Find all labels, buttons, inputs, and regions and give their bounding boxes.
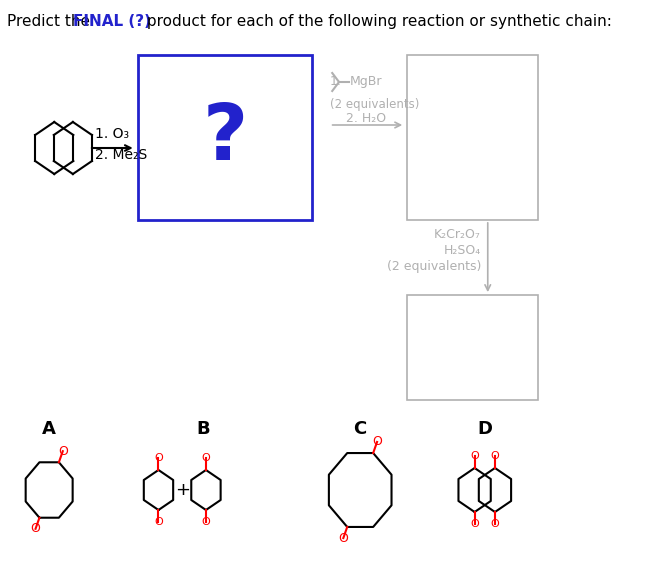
Text: O: O bbox=[470, 519, 479, 529]
Text: 1.: 1. bbox=[330, 75, 342, 88]
Text: O: O bbox=[470, 451, 479, 461]
Text: O: O bbox=[372, 436, 382, 448]
Text: A: A bbox=[42, 420, 56, 438]
Bar bbox=[407, 295, 538, 400]
Bar bbox=[407, 55, 538, 220]
Text: 1. O₃: 1. O₃ bbox=[95, 127, 129, 141]
Text: O: O bbox=[338, 531, 348, 545]
Text: O: O bbox=[154, 453, 163, 463]
Text: 2. H₂O: 2. H₂O bbox=[345, 112, 386, 125]
Text: O: O bbox=[30, 522, 41, 535]
Text: 2. Me₂S: 2. Me₂S bbox=[95, 148, 147, 162]
Text: O: O bbox=[490, 451, 499, 461]
Text: O: O bbox=[490, 519, 499, 529]
Bar bbox=[138, 55, 312, 220]
Text: (2 equivalents): (2 equivalents) bbox=[387, 260, 481, 273]
Text: O: O bbox=[58, 445, 68, 458]
Text: B: B bbox=[197, 420, 210, 438]
Text: H₂SO₄: H₂SO₄ bbox=[444, 244, 481, 257]
Text: O: O bbox=[154, 517, 163, 527]
Text: O: O bbox=[202, 517, 210, 527]
Text: K₂Cr₂O₇: K₂Cr₂O₇ bbox=[434, 228, 481, 241]
Text: O: O bbox=[202, 453, 210, 463]
Text: MgBr: MgBr bbox=[350, 76, 382, 88]
Text: +: + bbox=[175, 481, 190, 499]
Text: (2 equivalents): (2 equivalents) bbox=[330, 98, 419, 111]
Text: C: C bbox=[353, 420, 367, 438]
Text: ?: ? bbox=[203, 99, 248, 175]
Text: product for each of the following reaction or synthetic chain:: product for each of the following reacti… bbox=[142, 14, 612, 29]
Text: FINAL (?): FINAL (?) bbox=[73, 14, 151, 29]
Text: Predict the: Predict the bbox=[6, 14, 94, 29]
Text: D: D bbox=[477, 420, 492, 438]
